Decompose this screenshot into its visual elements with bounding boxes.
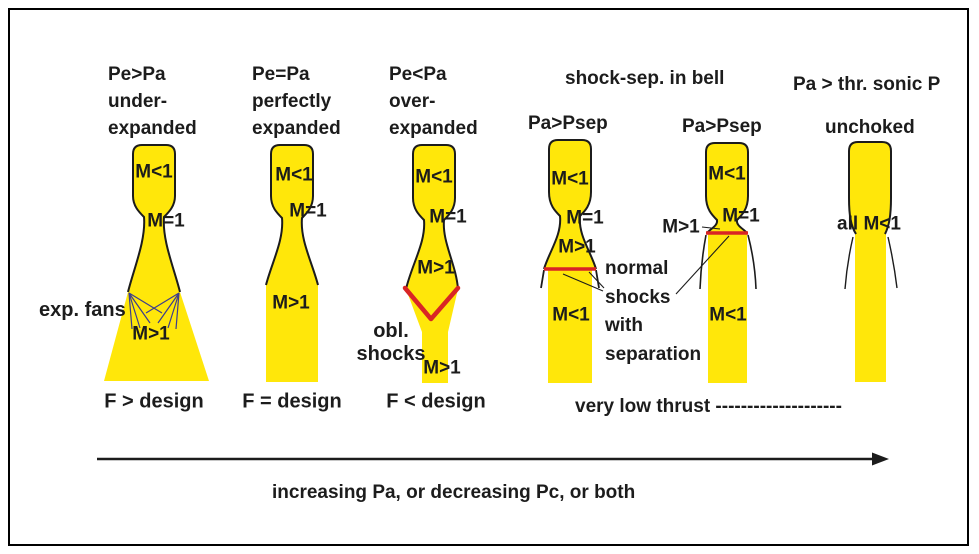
nozzle-overexpanded xyxy=(402,144,461,383)
mach-label: M=1 xyxy=(289,200,327,222)
expansion-fans xyxy=(128,292,180,330)
mach-label: M<1 xyxy=(708,163,746,185)
flow-axis-arrow xyxy=(97,452,889,466)
mach-label: M<1 xyxy=(415,166,453,188)
mach-label: M<1 xyxy=(135,161,173,183)
annotation-very-low-thrust: very low thrust -------------------- xyxy=(575,396,842,417)
bell-wall-extension xyxy=(540,269,600,289)
thrust-label-overexpanded: F < design xyxy=(386,390,486,413)
header-shock-sep: shock-sep. in bell xyxy=(565,68,725,89)
nozzle-body xyxy=(265,144,319,286)
oblique-shock xyxy=(402,285,461,322)
header-unchoked: unchoked xyxy=(825,117,915,138)
thrust-label-design: F = design xyxy=(242,390,342,413)
mach-label: M<1 xyxy=(709,304,747,326)
nozzle-body xyxy=(543,139,597,270)
nozzle-body xyxy=(405,144,459,290)
pointer-lines xyxy=(562,226,730,295)
axis-caption: increasing Pa, or decreasing Pc, or both xyxy=(272,482,636,503)
mach-label: M>1 xyxy=(558,236,596,258)
header-sonic: Pa > thr. sonic P xyxy=(793,74,941,95)
nozzle-underexpanded xyxy=(104,144,209,381)
nozzle-body xyxy=(705,142,749,234)
header-pa-psep-2: Pa>Psep xyxy=(682,116,762,137)
annotation-expansion-fans: exp. fans xyxy=(39,299,126,321)
mach-label: M=1 xyxy=(429,206,467,228)
exhaust-plume xyxy=(406,289,458,383)
mach-label: M=1 xyxy=(722,205,760,227)
pointer-line xyxy=(701,226,721,230)
mach-label: M>1 xyxy=(662,216,700,238)
mach-label: M<1 xyxy=(275,164,313,186)
header-perfectly-expanded: Pe=Pa perfectly expanded xyxy=(252,64,341,139)
diagram-border xyxy=(8,8,969,546)
mach-label: all M<1 xyxy=(837,213,901,235)
nozzle-shock-sep-2 xyxy=(699,142,757,383)
annotation-oblique-shocks: obl. shocks xyxy=(356,320,426,365)
nozzle-perfectly-expanded xyxy=(265,144,319,382)
nozzle-shock-sep-1 xyxy=(540,139,600,383)
mach-label: M>1 xyxy=(423,357,461,379)
pointer-line xyxy=(562,273,604,292)
header-overexpanded: Pe<Pa over- expanded xyxy=(389,64,478,139)
thrust-label-underexpanded: F > design xyxy=(104,390,204,413)
bell-wall-extension xyxy=(844,236,898,290)
header-pa-psep-1: Pa>Psep xyxy=(528,113,608,134)
mach-label: M=1 xyxy=(147,210,185,232)
annotation-normal-shocks: normal shocks with separation xyxy=(605,258,702,365)
pointer-line xyxy=(588,271,605,289)
mach-label: M>1 xyxy=(272,292,310,314)
nozzle-body xyxy=(127,144,181,293)
subsonic-flow-column xyxy=(855,230,886,382)
exhaust-plume xyxy=(266,285,318,382)
mach-label: M<1 xyxy=(551,168,589,190)
mach-label: M=1 xyxy=(566,207,604,229)
mach-label: M>1 xyxy=(417,257,455,279)
mach-label: M<1 xyxy=(552,304,590,326)
header-underexpanded: Pe>Pa under- expanded xyxy=(108,64,197,139)
bell-wall-extension xyxy=(699,234,757,290)
mach-label: M>1 xyxy=(132,323,170,345)
separated-flow-column xyxy=(708,233,747,383)
pointer-line xyxy=(675,235,730,295)
separated-flow-column xyxy=(548,269,592,383)
nozzle-unchoked xyxy=(844,141,898,382)
nozzle-body xyxy=(848,141,892,235)
